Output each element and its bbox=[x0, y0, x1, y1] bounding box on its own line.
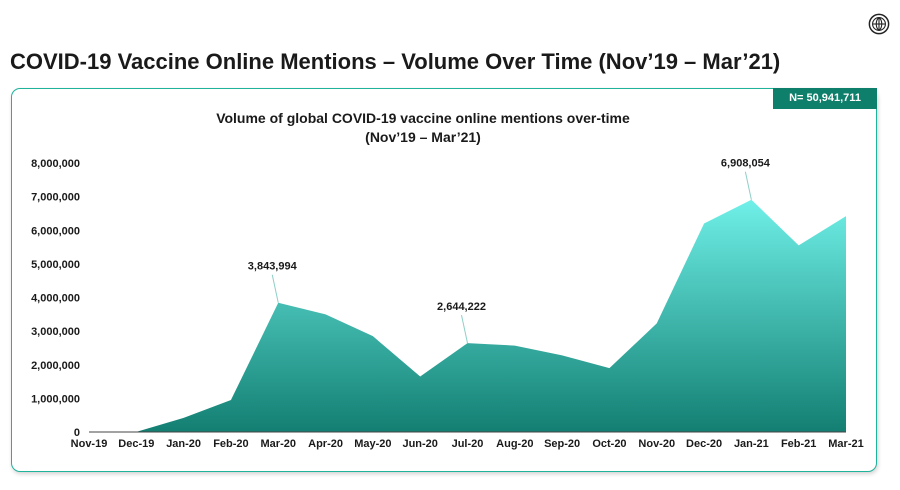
x-tick-label: Jan-20 bbox=[166, 438, 201, 450]
x-tick-label: Dec-20 bbox=[686, 438, 722, 450]
x-tick-label: Feb-21 bbox=[781, 438, 816, 450]
x-tick-label: May-20 bbox=[354, 438, 391, 450]
x-tick-label: Sep-20 bbox=[544, 438, 580, 450]
y-tick-label: 7,000,000 bbox=[31, 192, 80, 204]
annotation-leader-line bbox=[461, 314, 468, 344]
x-tick-label: Mar-21 bbox=[828, 438, 863, 450]
x-tick-label: Jan-21 bbox=[734, 438, 769, 450]
x-axis: Nov-19 Dec-19 Jan-20 Feb-20 Mar-20 Apr-20 May-… bbox=[71, 438, 864, 450]
x-tick-label: Mar-20 bbox=[261, 438, 296, 450]
y-tick-label: 2,000,000 bbox=[31, 360, 80, 372]
x-tick-label: Oct-20 bbox=[592, 438, 626, 450]
annotation-leader-line bbox=[744, 171, 752, 200]
y-tick-label: 5,000,000 bbox=[31, 259, 80, 271]
data-label: 2,644,222 bbox=[437, 301, 486, 313]
x-tick-label: Feb-20 bbox=[213, 438, 248, 450]
x-tick-label: Nov-20 bbox=[638, 438, 675, 450]
y-tick-label: 3,000,000 bbox=[31, 326, 80, 338]
x-tick-label: Jun-20 bbox=[402, 438, 437, 450]
globe-icon bbox=[868, 13, 890, 35]
page-title: COVID-19 Vaccine Online Mentions – Volum… bbox=[10, 49, 781, 74]
y-tick-label: 6,000,000 bbox=[31, 225, 80, 237]
y-tick-label: 0 bbox=[74, 427, 80, 439]
plot-area bbox=[89, 199, 846, 432]
y-axis: 0 1,000,000 2,000,000 3,000,000 4,000,000 5,0… bbox=[31, 158, 80, 439]
y-tick-label: 1,000,000 bbox=[31, 393, 80, 405]
chart-subtitle: (Nov’19 – Mar’21) bbox=[365, 129, 481, 145]
total-mentions-badge: N= 50,941,711 bbox=[773, 88, 877, 109]
y-tick-label: 4,000,000 bbox=[31, 293, 80, 305]
x-tick-label: Aug-20 bbox=[496, 438, 533, 450]
data-label: 3,843,994 bbox=[248, 261, 298, 273]
x-tick-label: Jul-20 bbox=[452, 438, 484, 450]
x-tick-label: Nov-19 bbox=[71, 438, 108, 450]
x-tick-label: Apr-20 bbox=[308, 438, 343, 450]
data-label: 6,908,054 bbox=[721, 158, 771, 170]
x-tick-label: Dec-19 bbox=[118, 438, 154, 450]
y-tick-label: 8,000,000 bbox=[31, 158, 80, 170]
chart-title: Volume of global COVID-19 vaccine online… bbox=[216, 110, 630, 126]
annotation-leader-line bbox=[271, 274, 279, 303]
data-annotations: 3,843,994 2,644,222 6,908,054 bbox=[248, 158, 771, 344]
volume-area bbox=[89, 199, 846, 432]
